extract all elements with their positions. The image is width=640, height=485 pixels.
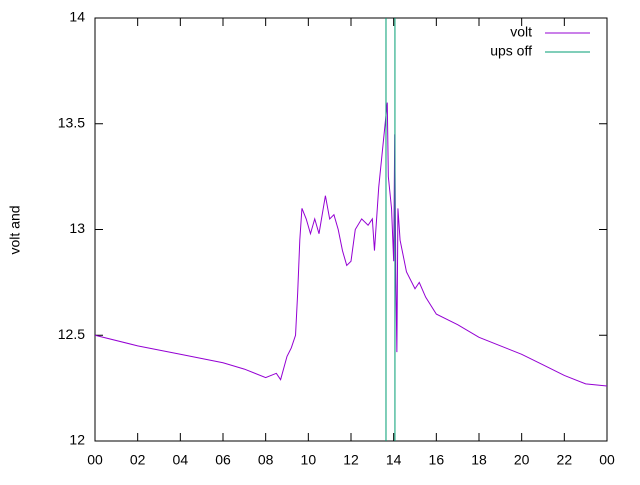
x-tick-label: 04 — [173, 452, 189, 468]
plot-frame — [94, 17, 608, 442]
x-tick-label: 00 — [599, 452, 615, 468]
x-tick-label: 20 — [514, 452, 530, 468]
data-line — [94, 102, 608, 387]
x-tick-label: 06 — [215, 452, 231, 468]
y-tick-label: 13.5 — [58, 114, 85, 130]
x-tick-label: 00 — [87, 452, 103, 468]
x-tick-label: 16 — [429, 452, 445, 468]
y-tick-label: 12.5 — [58, 326, 85, 342]
y-tick-label: 13 — [69, 220, 85, 236]
x-tick-label: 12 — [343, 452, 359, 468]
y-tick-label: 12 — [69, 432, 85, 448]
legend-label: ups off — [490, 43, 532, 59]
y-axis-label: volt and — [7, 205, 23, 254]
x-tick-label: 10 — [301, 452, 317, 468]
y-tick-label: 14 — [69, 9, 85, 25]
x-tick-label: 18 — [471, 452, 487, 468]
x-tick-label: 22 — [557, 452, 573, 468]
x-tick-label: 14 — [386, 452, 402, 468]
legend-label: volt — [510, 24, 532, 40]
x-tick-label: 02 — [130, 452, 146, 468]
x-tick-label: 08 — [258, 452, 274, 468]
